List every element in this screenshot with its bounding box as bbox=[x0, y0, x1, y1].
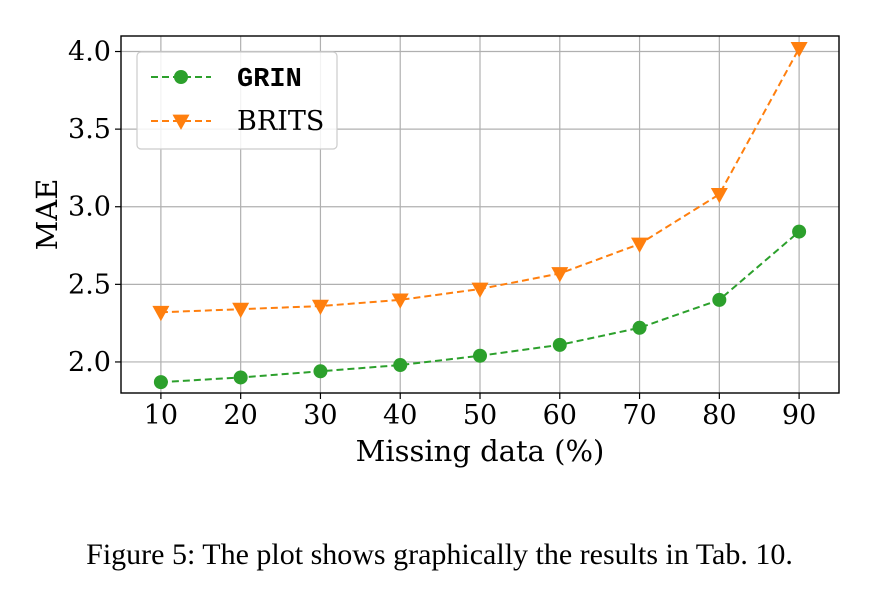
legend: GRIN BRITS bbox=[136, 51, 338, 150]
y-tick-label: 4.0 bbox=[68, 37, 111, 68]
legend-marker-grin bbox=[174, 70, 188, 84]
figure-caption: Figure 5: The plot shows graphically the… bbox=[86, 538, 793, 571]
y-tick-label: 2.0 bbox=[68, 347, 111, 378]
x-tick-label: 30 bbox=[303, 400, 337, 431]
y-ticks: 2.0 2.5 3.0 3.5 4.0 bbox=[68, 37, 121, 378]
data-point-grin bbox=[712, 292, 727, 307]
data-point-brits bbox=[631, 237, 649, 253]
legend-marker-brits bbox=[172, 114, 190, 130]
legend-label-brits: BRITS bbox=[237, 106, 324, 137]
x-tick-label: 20 bbox=[223, 400, 257, 431]
data-point-brits bbox=[232, 302, 250, 319]
data-point-grin bbox=[313, 364, 328, 379]
x-tick-label: 80 bbox=[702, 400, 736, 431]
data-point-grin bbox=[552, 337, 567, 352]
data-point-brits bbox=[710, 187, 728, 204]
legend-label-grin: GRIN bbox=[237, 65, 302, 95]
x-tick-label: 10 bbox=[144, 400, 178, 431]
data-point-brits bbox=[311, 299, 329, 316]
data-point-brits bbox=[551, 267, 569, 283]
x-tick-label: 60 bbox=[543, 400, 577, 431]
data-point-brits bbox=[790, 42, 808, 58]
x-tick-label: 50 bbox=[463, 400, 497, 431]
data-point-grin bbox=[632, 320, 647, 335]
data-point-grin bbox=[233, 370, 248, 385]
data-point-grin bbox=[153, 375, 168, 390]
x-tick-label: 40 bbox=[383, 400, 417, 431]
x-tick-label: 90 bbox=[782, 400, 816, 431]
data-point-grin bbox=[393, 358, 408, 373]
data-point-brits bbox=[152, 305, 170, 322]
y-tick-label: 2.5 bbox=[68, 269, 111, 300]
x-ticks: 10 20 30 40 50 60 70 80 90 bbox=[144, 393, 816, 431]
series-markers bbox=[152, 42, 808, 390]
y-axis-label: MAE bbox=[30, 179, 64, 251]
grid bbox=[121, 36, 839, 393]
data-point-grin bbox=[473, 348, 487, 363]
y-tick-label: 3.0 bbox=[68, 192, 111, 223]
data-point-grin bbox=[792, 224, 807, 239]
x-tick-label: 70 bbox=[622, 400, 656, 431]
x-axis-label: Missing data (%) bbox=[356, 434, 605, 468]
y-tick-label: 3.5 bbox=[68, 114, 111, 145]
data-point-brits bbox=[391, 293, 409, 309]
data-point-brits bbox=[471, 282, 489, 298]
